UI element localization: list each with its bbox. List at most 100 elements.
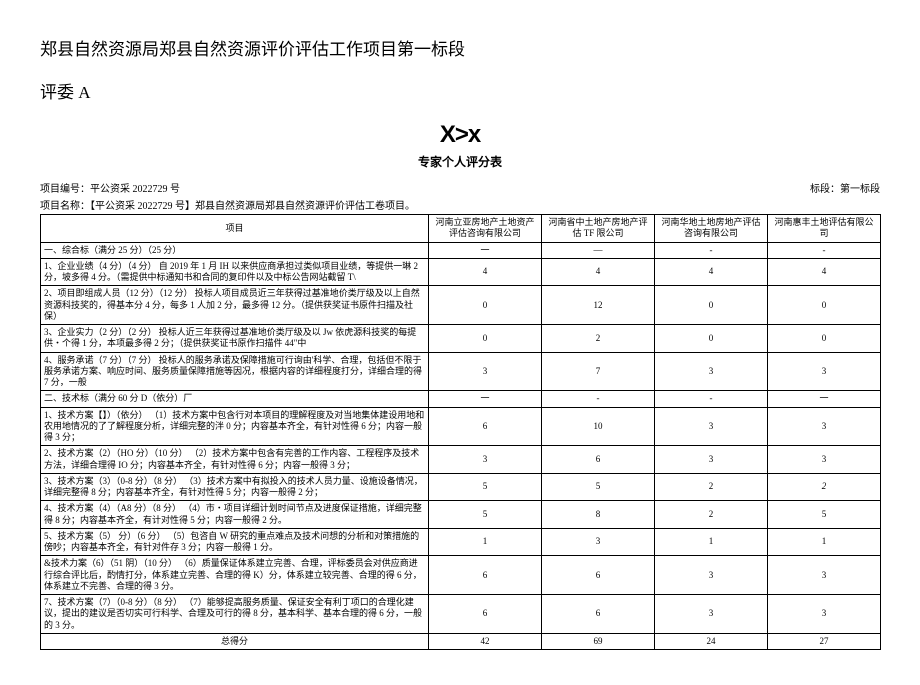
score-cell: 0 — [768, 286, 881, 325]
table-row: 5、技术方案（5） 分）（6 分） （5）包咨自 W 研究的重点难点及技术问想的… — [41, 528, 881, 556]
score-cell: 6 — [429, 595, 542, 634]
item-cell: 一、综合标（满分 25 分）（25 分） — [41, 242, 429, 258]
score-cell: 2 — [542, 325, 655, 353]
logo-wrap: X>x — [40, 121, 880, 149]
page-title-line2: 评委 A — [40, 78, 880, 103]
score-cell: 1 — [429, 528, 542, 556]
col-company-3: 河南华地土地房地产评估咨询有限公司 — [655, 215, 768, 243]
table-row: 二、技术标（满分 60 分 D（依分）厂一--一 — [41, 391, 881, 407]
score-cell: 0 — [768, 325, 881, 353]
item-cell: 总得分 — [41, 633, 429, 649]
item-cell: 5、技术方案（5） 分）（6 分） （5）包咨自 W 研究的重点难点及技术问想的… — [41, 528, 429, 556]
item-cell: 3、企业实力（2 分）（2 分） 投标人近三年获得过基准地价类厅级及以 Jw 依… — [41, 325, 429, 353]
score-cell: 6 — [542, 595, 655, 634]
score-cell: 0 — [429, 325, 542, 353]
score-cell: 10 — [542, 407, 655, 446]
score-cell: 1 — [655, 528, 768, 556]
score-cell: 6 — [542, 446, 655, 474]
score-cell: 3 — [655, 556, 768, 595]
table-row: 7、技术方案（7）（0-8 分）（8 分） （7）能够提高服务质量、保证安全有利… — [41, 595, 881, 634]
score-cell: 3 — [768, 446, 881, 474]
score-cell: - — [542, 391, 655, 407]
section-label: 标段：第一标段 — [810, 180, 880, 195]
col-company-4: 河南惠丰土地评估有限公司 — [768, 215, 881, 243]
table-row: 4、技术方案（4）（A8 分）（8 分） （4）市・项目详细计划时间节点及进度保… — [41, 501, 881, 529]
item-cell: &技术力案（6）（51 阴）（10 分） （6）质量保证体系建立完善、合理，评标… — [41, 556, 429, 595]
page-title-line1: 郑县自然资源局郑县自然资源评价评估工作项目第一标段 — [40, 35, 880, 60]
score-cell: — — [542, 242, 655, 258]
col-company-1: 河南立亚房地产土地资产评估咨询有限公司 — [429, 215, 542, 243]
score-cell: 0 — [655, 325, 768, 353]
score-cell: 42 — [429, 633, 542, 649]
item-cell: 1、企业业绩（4 分）（4 分） 自 2019 年 1 月 IH 以来供应商承担… — [41, 258, 429, 286]
item-cell: 4、技术方案（4）（A8 分）（8 分） （4）市・项目详细计划时间节点及进度保… — [41, 501, 429, 529]
score-cell: 一 — [768, 391, 881, 407]
table-row: 一、综合标（满分 25 分）（25 分）一—-- — [41, 242, 881, 258]
score-cell: 3 — [768, 556, 881, 595]
score-cell: 27 — [768, 633, 881, 649]
score-cell: 8 — [542, 501, 655, 529]
score-cell: 3 — [655, 407, 768, 446]
score-cell: - — [655, 391, 768, 407]
score-cell: 12 — [542, 286, 655, 325]
score-cell: - — [768, 242, 881, 258]
score-cell: 2 — [655, 473, 768, 501]
item-cell: 1、技术方案【】）（依分） （1）技术方案中包含行对本项目的理解程度及对当地集体… — [41, 407, 429, 446]
score-cell: 3 — [768, 407, 881, 446]
score-cell: 3 — [429, 446, 542, 474]
score-cell: 24 — [655, 633, 768, 649]
score-cell: 0 — [429, 286, 542, 325]
item-cell: 二、技术标（满分 60 分 D（依分）厂 — [41, 391, 429, 407]
table-title: 专家个人评分表 — [40, 153, 880, 170]
score-cell: 4 — [768, 258, 881, 286]
table-row: 4、服务承诺（7 分）（7 分） 投标人的服务承诺及保障措施可行询由'科学、合理… — [41, 352, 881, 391]
meta-row-1: 项目编号：平公资采 2022729 号 标段：第一标段 — [40, 180, 880, 195]
score-cell: 2 — [655, 501, 768, 529]
score-cell: 1 — [768, 528, 881, 556]
score-cell: 3 — [655, 446, 768, 474]
score-cell: 3 — [655, 352, 768, 391]
score-cell: 5 — [542, 473, 655, 501]
score-cell: 3 — [655, 595, 768, 634]
score-cell: 3 — [768, 595, 881, 634]
score-cell: 69 — [542, 633, 655, 649]
score-cell: 5 — [429, 473, 542, 501]
score-cell: 5 — [768, 501, 881, 529]
score-cell: 2 — [768, 473, 881, 501]
project-number: 项目编号：平公资采 2022729 号 — [40, 180, 180, 195]
score-cell: 4 — [542, 258, 655, 286]
score-cell: 3 — [542, 528, 655, 556]
meta-row-2: 项目名称：【平公资采 2022729 号】郑县自然资源局郑县自然资源评价评估工卷… — [40, 197, 880, 212]
score-cell: 6 — [542, 556, 655, 595]
col-item: 项目 — [41, 215, 429, 243]
score-cell: 4 — [429, 258, 542, 286]
logo-text: X>x — [440, 121, 480, 148]
item-cell: 2、技术方案（2）（HO 分）（10 分） （2）技术方案中包含有完善的工作内容… — [41, 446, 429, 474]
score-cell: 6 — [429, 556, 542, 595]
col-company-2: 河南省中土地产房地产评估 TF 限公司 — [542, 215, 655, 243]
table-row: &技术力案（6）（51 阴）（10 分） （6）质量保证体系建立完善、合理，评标… — [41, 556, 881, 595]
table-row: 总得分42692427 — [41, 633, 881, 649]
table-row: 3、企业实力（2 分）（2 分） 投标人近三年获得过基准地价类厅级及以 Jw 依… — [41, 325, 881, 353]
project-name: 项目名称：【平公资采 2022729 号】郑县自然资源局郑县自然资源评价评估工卷… — [40, 197, 415, 212]
table-header-row: 项目 河南立亚房地产土地资产评估咨询有限公司 河南省中土地产房地产评估 TF 限… — [41, 215, 881, 243]
score-cell: 4 — [655, 258, 768, 286]
score-cell: 一 — [429, 391, 542, 407]
table-row: 2、技术方案（2）（HO 分）（10 分） （2）技术方案中包含有完善的工作内容… — [41, 446, 881, 474]
score-cell: 3 — [429, 352, 542, 391]
score-cell: - — [655, 242, 768, 258]
score-cell: 0 — [655, 286, 768, 325]
table-row: 1、技术方案【】）（依分） （1）技术方案中包含行对本项目的理解程度及对当地集体… — [41, 407, 881, 446]
table-row: 2、项目即组成人员（12 分）（12 分） 投标人项目成员近三年获得过基准地价类… — [41, 286, 881, 325]
score-cell: 7 — [542, 352, 655, 391]
score-cell: 5 — [429, 501, 542, 529]
table-row: 3、技术方案（3）（0-8 分）（8 分） （3）技术方案中有拟投入的技术人员力… — [41, 473, 881, 501]
item-cell: 2、项目即组成人员（12 分）（12 分） 投标人项目成员近三年获得过基准地价类… — [41, 286, 429, 325]
table-row: 1、企业业绩（4 分）（4 分） 自 2019 年 1 月 IH 以来供应商承担… — [41, 258, 881, 286]
item-cell: 7、技术方案（7）（0-8 分）（8 分） （7）能够提高服务质量、保证安全有利… — [41, 595, 429, 634]
item-cell: 3、技术方案（3）（0-8 分）（8 分） （3）技术方案中有拟投入的技术人员力… — [41, 473, 429, 501]
score-cell: 3 — [768, 352, 881, 391]
item-cell: 4、服务承诺（7 分）（7 分） 投标人的服务承诺及保障措施可行询由'科学、合理… — [41, 352, 429, 391]
score-cell: 一 — [429, 242, 542, 258]
scoring-table: 项目 河南立亚房地产土地资产评估咨询有限公司 河南省中土地产房地产评估 TF 限… — [40, 214, 881, 650]
